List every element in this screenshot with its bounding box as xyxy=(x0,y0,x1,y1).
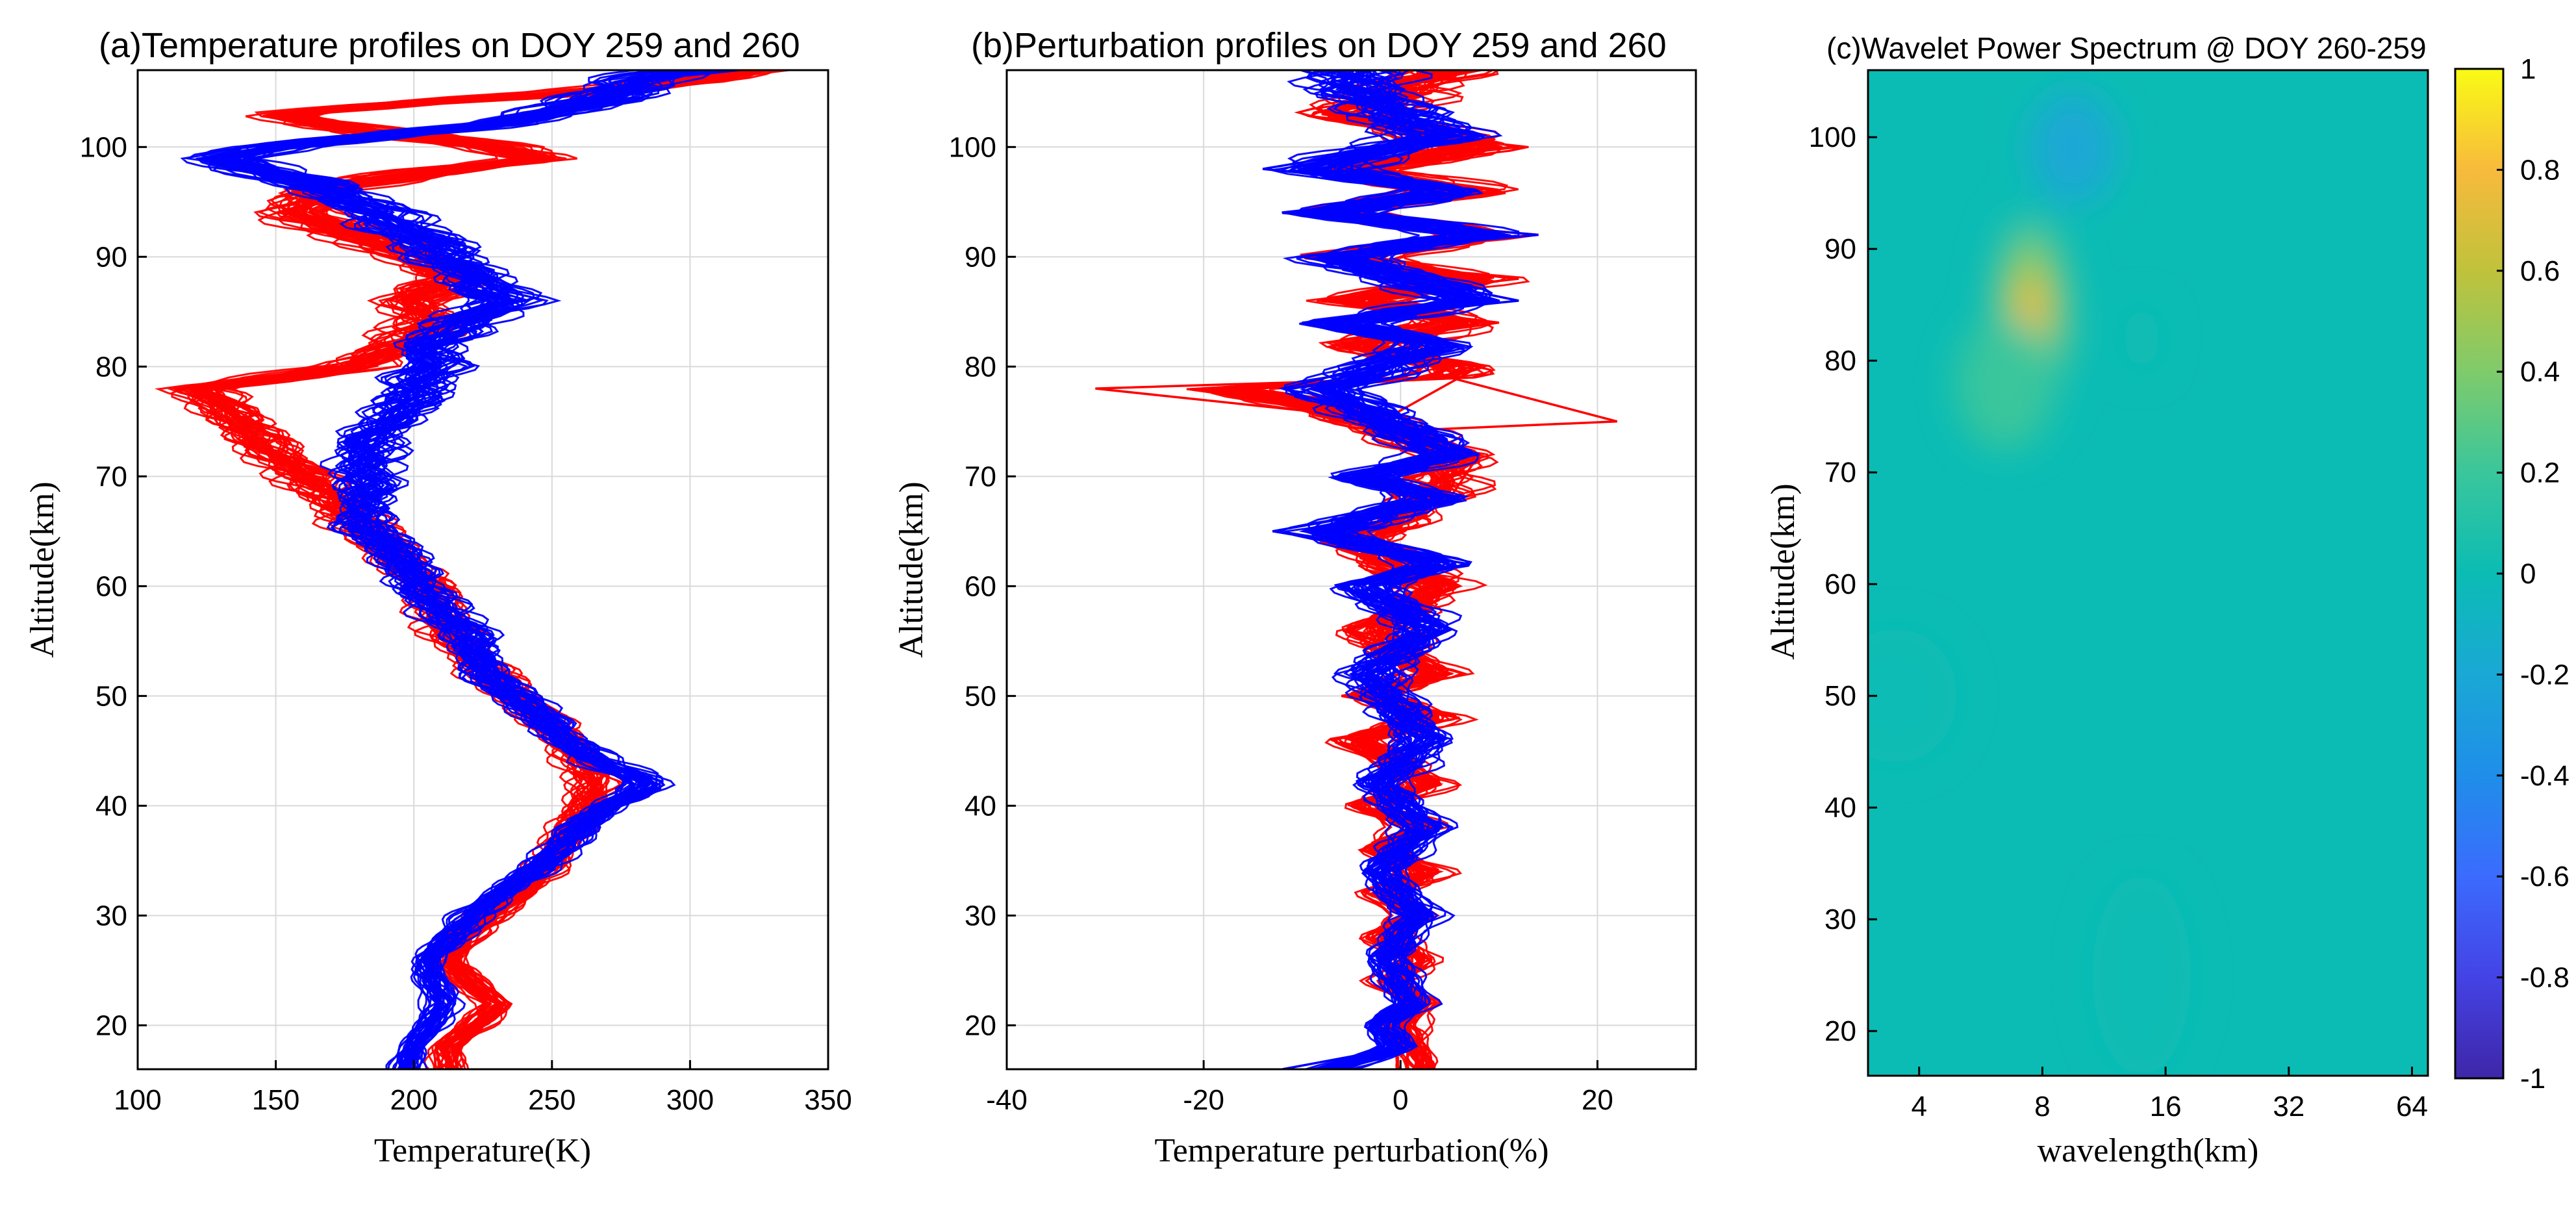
blue-profile-line xyxy=(1332,70,1520,1069)
y-tick-label: 50 xyxy=(1825,680,1856,712)
panel-c-wavelet-spectrum: (c)Wavelet Power Spectrum @ DOY 260-259 … xyxy=(1765,31,2570,1169)
y-tick-label: 20 xyxy=(965,1009,996,1041)
y-tick-label: 100 xyxy=(1809,121,1856,153)
panel-a-profile-lines xyxy=(154,70,789,1069)
panel-b-profile-lines xyxy=(1095,70,1618,1069)
panel-c-xlabel: wavelength(km) xyxy=(2038,1132,2259,1169)
heatmap-feature xyxy=(1956,316,2055,450)
panel-a-axes-frame xyxy=(136,69,829,1071)
panel-b-ylabel: Altitude(km) xyxy=(893,481,930,658)
colorbar xyxy=(2455,69,2503,1078)
x-tick-label: 16 xyxy=(2150,1091,2182,1123)
colorbar-tick-label: 1 xyxy=(2520,53,2536,85)
y-tick-label: 60 xyxy=(95,570,127,602)
y-tick-label: 70 xyxy=(95,461,127,492)
panel-a-ticks: 100 150 200 250 300 350 20 30 40 50 60 70 80 90 100 xyxy=(80,131,852,1116)
heatmap-feature xyxy=(2030,92,2116,205)
x-tick-label: 32 xyxy=(2273,1091,2305,1123)
x-tick-label: 0 xyxy=(1393,1084,1408,1116)
x-tick-label: 300 xyxy=(666,1084,714,1116)
y-tick-label: 50 xyxy=(965,680,996,712)
y-tick-label: 80 xyxy=(95,351,127,383)
heatmap-feature xyxy=(2123,305,2161,372)
panel-c-title: (c)Wavelet Power Spectrum @ DOY 260-259 xyxy=(1826,31,2427,65)
colorbar-ticks: -1 -0.8 -0.6 -0.4 -0.2 0 0.2 0.4 0.6 0.8 1 xyxy=(2497,53,2570,1095)
blue-profile-line xyxy=(252,70,686,1069)
x-tick-label: -20 xyxy=(1183,1084,1224,1116)
y-tick-label: 100 xyxy=(949,131,996,163)
panel-c-ticks: 4 8 16 32 64 20 30 40 50 60 70 80 90 100 xyxy=(1809,121,2428,1123)
x-tick-label: 150 xyxy=(252,1084,299,1116)
x-tick-label: 4 xyxy=(1911,1091,1926,1123)
y-tick-label: 60 xyxy=(1825,568,1856,600)
y-tick-label: 80 xyxy=(1825,345,1856,377)
x-tick-label: 64 xyxy=(2396,1091,2428,1123)
colorbar-tick-label: -0.4 xyxy=(2520,760,2570,792)
y-tick-label: 90 xyxy=(965,241,996,273)
y-tick-label: 60 xyxy=(965,570,996,602)
panel-b-xlabel: Temperature perturbation(%) xyxy=(1154,1132,1548,1169)
panel-b-ticks: -40 -20 0 20 20 30 40 50 60 70 80 90 100 xyxy=(949,131,1613,1116)
y-tick-label: 50 xyxy=(95,680,127,712)
y-tick-label: 90 xyxy=(95,241,127,273)
x-tick-label: 100 xyxy=(114,1084,161,1116)
colorbar-tick-label: 0.4 xyxy=(2520,356,2560,388)
panel-a-title: (a)Temperature profiles on DOY 259 and 2… xyxy=(99,26,800,65)
y-tick-label: 100 xyxy=(80,131,127,163)
blue-profile-line xyxy=(212,70,722,1069)
blue-series-line xyxy=(216,70,690,1069)
colorbar-tick-label: 0.2 xyxy=(2520,457,2560,489)
y-tick-label: 20 xyxy=(95,1009,127,1041)
panel-a-ylabel: Altitude(km) xyxy=(24,481,61,658)
colorbar-tick-label: -0.2 xyxy=(2520,659,2570,691)
colorbar-tick-label: 0 xyxy=(2520,558,2536,590)
panel-b-axes-frame xyxy=(1005,69,1697,1071)
y-tick-label: 30 xyxy=(965,900,996,932)
x-tick-label: 250 xyxy=(528,1084,575,1116)
blue-profile-line xyxy=(1304,70,1481,1069)
y-tick-label: 30 xyxy=(1825,904,1856,935)
heatmap-features xyxy=(1868,92,2191,1076)
colorbar-tick-label: 0.6 xyxy=(2520,255,2560,287)
panel-c-axes-frame xyxy=(1867,69,2429,1077)
blue-series-line xyxy=(1262,80,1539,1069)
y-tick-label: 80 xyxy=(965,351,996,383)
x-tick-label: 200 xyxy=(390,1084,437,1116)
x-tick-label: 350 xyxy=(804,1084,852,1116)
panel-c-ylabel: Altitude(km) xyxy=(1765,483,1802,660)
x-tick-label: 8 xyxy=(2034,1091,2050,1123)
heatmap-feature xyxy=(1868,629,1958,763)
colorbar-tick-label: 0.8 xyxy=(2520,154,2560,186)
blue-profile-line xyxy=(200,70,664,1069)
panel-c-heatmap xyxy=(1868,70,2428,1076)
panel-a-xlabel: Temperature(K) xyxy=(374,1132,591,1169)
colorbar-tick-label: -0.6 xyxy=(2520,861,2570,893)
y-tick-label: 40 xyxy=(965,790,996,822)
y-tick-label: 70 xyxy=(1825,457,1856,488)
colorbar-tick-label: -0.8 xyxy=(2520,962,2570,994)
panel-b-perturbation-profiles: (b)Perturbation profiles on DOY 259 and … xyxy=(893,26,1697,1169)
x-tick-label: -40 xyxy=(986,1084,1028,1116)
y-tick-label: 70 xyxy=(965,461,996,492)
y-tick-label: 90 xyxy=(1825,233,1856,265)
panel-a-temperature-profiles: (a)Temperature profiles on DOY 259 and 2… xyxy=(24,26,852,1169)
y-tick-label: 40 xyxy=(95,790,127,822)
heatmap-feature xyxy=(2092,874,2191,1076)
y-tick-label: 20 xyxy=(1825,1015,1856,1047)
panel-b-title: (b)Perturbation profiles on DOY 259 and … xyxy=(971,26,1667,65)
y-tick-label: 40 xyxy=(1825,792,1856,824)
x-tick-label: 20 xyxy=(1582,1084,1613,1116)
y-tick-label: 30 xyxy=(95,900,127,932)
colorbar-tick-label: -1 xyxy=(2520,1063,2545,1095)
